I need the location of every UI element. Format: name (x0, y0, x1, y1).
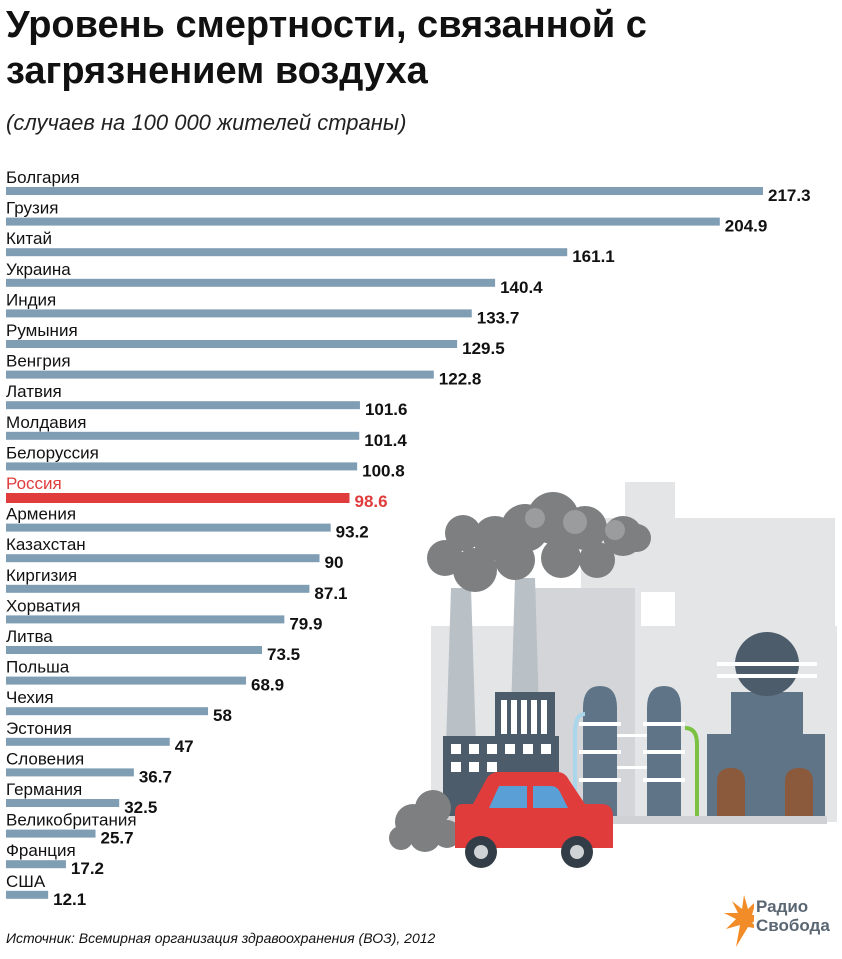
category-label: Индия (6, 290, 56, 309)
bar (6, 829, 96, 838)
bar (6, 890, 49, 899)
category-label: Болгария (6, 168, 80, 187)
value-label: 47 (175, 737, 194, 756)
bar (6, 523, 331, 532)
category-label: Германия (6, 780, 82, 799)
building-windows (451, 700, 551, 772)
value-label: 90 (325, 553, 344, 572)
category-label: Китай (6, 229, 52, 248)
category-label: Белоруссия (6, 443, 99, 462)
category-label: Словения (6, 749, 84, 768)
bar (6, 370, 434, 379)
value-label: 161.1 (572, 247, 615, 266)
category-label: Казахстан (6, 535, 86, 554)
category-label: США (6, 872, 46, 891)
category-label: Польша (6, 658, 70, 677)
bar (6, 248, 568, 257)
bar (6, 707, 209, 716)
value-label: 32.5 (124, 798, 157, 817)
category-label: Чехия (6, 688, 54, 707)
value-label: 25.7 (101, 829, 134, 848)
bar (6, 278, 496, 287)
bar (6, 646, 263, 654)
bar (6, 584, 310, 593)
category-label: Франция (6, 841, 76, 860)
category-label: Великобритания (6, 811, 137, 830)
value-label: 101.6 (365, 400, 408, 419)
value-label: 12.1 (53, 890, 86, 909)
value-label: 73.5 (267, 645, 300, 664)
category-label: Грузия (6, 199, 59, 218)
bar (6, 493, 350, 503)
value-label: 17.2 (71, 859, 104, 878)
category-label: Румыния (6, 321, 78, 340)
category-label: Киргизия (6, 566, 77, 585)
bar (6, 554, 320, 563)
category-label: Молдавия (6, 413, 86, 432)
tank-rings (579, 722, 685, 782)
value-label: 93.2 (336, 523, 369, 542)
value-label: 133.7 (477, 308, 520, 327)
value-label: 68.9 (251, 676, 284, 695)
value-label: 129.5 (462, 339, 505, 358)
bar (6, 401, 360, 410)
page-subtitle: (случаев на 100 000 жителей страны) (6, 110, 407, 135)
reactor-building (731, 692, 803, 742)
exhaust-cloud (389, 790, 461, 852)
bar-chart: Болгария 217.3 Грузия 204.9 Китай 161.1 Украин… (6, 168, 811, 909)
bar (6, 187, 763, 195)
category-label: Украина (6, 260, 71, 279)
page-title: Уровень смертности, связанной с загрязне… (6, 4, 647, 92)
reactor-pipes (717, 768, 813, 822)
bar (6, 217, 720, 226)
category-label: Россия (6, 474, 62, 493)
car-icon (455, 772, 613, 868)
smoke-clouds-light (525, 508, 625, 540)
bar (6, 737, 170, 746)
value-label: 79.9 (289, 614, 322, 633)
reactor-rings (717, 662, 817, 678)
value-label: 140.4 (500, 278, 543, 297)
radio-svoboda-logo[interactable]: Радио Свобода (722, 893, 840, 949)
ground (425, 816, 827, 824)
value-label: 217.3 (768, 186, 811, 205)
chimney (445, 588, 477, 778)
bar (6, 676, 247, 685)
category-label: Литва (6, 627, 53, 646)
value-label: 87.1 (314, 584, 347, 603)
category-label: Армения (6, 505, 76, 524)
value-label: 36.7 (139, 767, 172, 786)
value-label: 58 (213, 706, 232, 725)
bar (6, 860, 66, 869)
value-label: 122.8 (439, 370, 482, 389)
factory-car-pollution-illustration (389, 482, 837, 868)
pipe (684, 726, 699, 818)
bar (6, 768, 134, 777)
value-label: 98.6 (354, 492, 387, 511)
category-label: Хорватия (6, 596, 80, 615)
value-label: 101.4 (364, 431, 407, 450)
logo-line-1: Радио (756, 897, 809, 916)
bar (6, 799, 120, 807)
category-label: Эстония (6, 719, 72, 738)
pipe (573, 712, 586, 818)
bar (6, 615, 285, 624)
value-label: 100.8 (362, 461, 405, 480)
value-label: 204.9 (725, 217, 768, 236)
category-label: Латвия (6, 382, 62, 401)
bar (6, 309, 472, 318)
source-note: Источник: Всемирная организация здравоох… (6, 930, 436, 946)
bar (6, 462, 358, 471)
category-label: Венгрия (6, 352, 71, 371)
flame-logo-icon (724, 895, 754, 947)
bar (6, 431, 360, 440)
logo-line-2: Свобода (756, 916, 830, 935)
bar (6, 340, 458, 348)
